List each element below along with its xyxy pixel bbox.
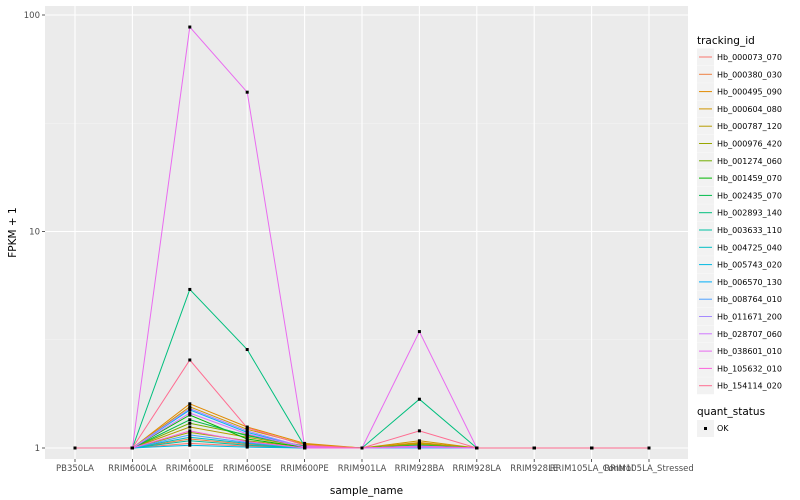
legend-label: Hb_154114_020 — [717, 382, 782, 391]
data-point — [245, 434, 249, 438]
data-point — [188, 418, 192, 422]
data-point — [245, 90, 249, 94]
legend-color-items: Hb_000073_070 Hb_000380_030 Hb_000495_090 H… — [697, 48, 782, 395]
legend-label: Hb_001274_060 — [717, 157, 782, 166]
x-tick-label: RRIM928LA — [452, 464, 501, 474]
data-point — [130, 446, 134, 450]
data-point — [245, 429, 249, 433]
data-point — [188, 405, 192, 409]
data-point — [475, 446, 479, 450]
data-point — [188, 430, 192, 434]
data-point — [188, 402, 192, 406]
data-point — [188, 358, 192, 362]
data-point — [245, 440, 249, 444]
data-point — [417, 397, 421, 401]
x-tick-label: RRIM600SE — [223, 464, 272, 474]
legend-label: Hb_000495_090 — [717, 88, 782, 97]
data-point — [188, 437, 192, 441]
data-point — [73, 446, 77, 450]
legend-label: Hb_011671_200 — [717, 313, 782, 322]
legend-shape-item: OK — [697, 420, 729, 437]
data-point — [417, 439, 421, 443]
legend-label: Hb_001459_070 — [717, 174, 782, 183]
data-point — [188, 407, 192, 411]
data-point — [245, 348, 249, 352]
legend: tracking_id Hb_000073_070Hb_000380_030Hb… — [697, 35, 782, 437]
legend-label: Hb_006570_130 — [717, 278, 782, 287]
x-tick-label: RRIM600LA — [108, 464, 157, 474]
data-point — [245, 435, 249, 439]
x-tick-label: RRIM901LA — [338, 464, 387, 474]
legend-label: Hb_000976_420 — [717, 140, 782, 149]
legend-label: Hb_000380_030 — [717, 70, 782, 79]
legend-label: Hb_028707_060 — [717, 330, 782, 339]
legend-shape-label: OK — [717, 424, 729, 433]
x-tick-label: RRIM600LE — [166, 464, 214, 474]
data-point — [188, 433, 192, 437]
legend-shape-title: quant_status — [697, 406, 765, 418]
data-point — [245, 443, 249, 447]
data-point — [188, 411, 192, 415]
data-point — [303, 446, 307, 450]
data-point — [245, 430, 249, 434]
data-point — [417, 444, 421, 448]
y-tick-label: 1 — [35, 444, 40, 454]
data-point — [188, 429, 192, 433]
data-point — [245, 427, 249, 431]
x-tick-label: RRIM600PE — [280, 464, 328, 474]
data-point — [245, 426, 249, 430]
data-point — [360, 446, 364, 450]
x-axis: PB350LA RRIM600LA RRIM600LE RRIM600SE RRIM60… — [56, 459, 694, 474]
data-point — [188, 441, 192, 445]
plot-panel — [45, 6, 688, 459]
legend-label: Hb_105632_010 — [717, 364, 782, 373]
data-point — [188, 443, 192, 447]
legend-label: Hb_000604_080 — [717, 105, 782, 114]
data-point — [188, 25, 192, 29]
data-point — [303, 443, 307, 447]
data-point — [532, 446, 536, 450]
data-point — [188, 435, 192, 439]
legend-label: Hb_000787_120 — [717, 122, 782, 131]
legend-label: Hb_005743_020 — [717, 261, 782, 270]
x-tick-label: RRIM928BA — [395, 464, 445, 474]
x-tick-label: RRIM105LA_Stressed — [604, 464, 694, 474]
legend-shape-point — [704, 427, 707, 430]
legend-label: Hb_002435_070 — [717, 191, 782, 200]
y-axis-title: FPKM + 1 — [7, 207, 19, 257]
x-tick-label: PB350LA — [56, 464, 94, 474]
data-points — [73, 25, 651, 450]
legend-label: Hb_008764_010 — [717, 295, 782, 304]
data-point — [188, 425, 192, 429]
legend-label: Hb_038601_010 — [717, 347, 782, 356]
data-point — [188, 421, 192, 425]
legend-label: Hb_000073_070 — [717, 53, 782, 62]
x-tick-label: RRIM928LE — [510, 464, 558, 474]
data-point — [647, 446, 651, 450]
legend-label: Hb_004725_040 — [717, 243, 782, 252]
y-tick-label: 10 — [29, 228, 40, 238]
y-axis: 1 10 100 — [24, 11, 45, 454]
data-point — [188, 287, 192, 291]
x-axis-title: sample_name — [330, 485, 403, 497]
data-point — [188, 413, 192, 417]
data-point — [590, 446, 594, 450]
data-point — [245, 437, 249, 441]
legend-label: Hb_002893_140 — [717, 209, 782, 218]
data-point — [417, 330, 421, 334]
x-tick-label: RRIM105LA_Control — [550, 464, 634, 474]
data-point — [245, 432, 249, 436]
data-point — [245, 445, 249, 449]
legend-label: Hb_003633_110 — [717, 226, 782, 235]
legend-color-title: tracking_id — [697, 35, 755, 47]
data-point — [188, 439, 192, 443]
y-tick-label: 100 — [24, 11, 40, 21]
data-point — [417, 429, 421, 433]
